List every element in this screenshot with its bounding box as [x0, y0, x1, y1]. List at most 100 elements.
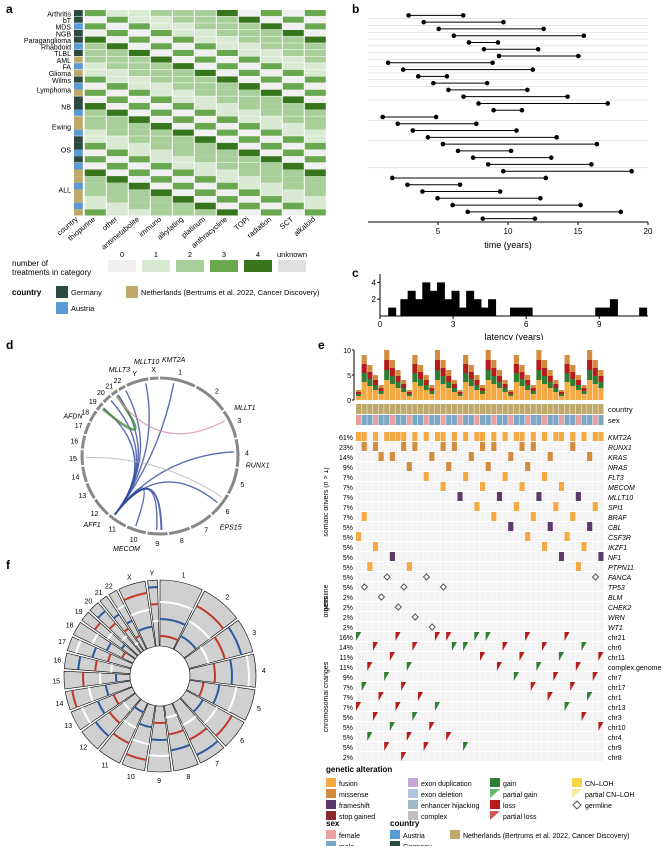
- svg-text:9: 9: [155, 541, 159, 548]
- svg-text:Y: Y: [132, 371, 137, 378]
- svg-text:drivers: drivers: [324, 596, 330, 618]
- svg-text:2%: 2%: [343, 615, 353, 622]
- svg-text:time (years): time (years): [484, 240, 532, 250]
- svg-text:country: country: [608, 405, 633, 414]
- svg-text:5%: 5%: [343, 525, 353, 532]
- svg-text:7%: 7%: [343, 505, 353, 512]
- svg-text:0: 0: [120, 250, 124, 259]
- panel-c-label: c: [352, 266, 359, 280]
- svg-text:2: 2: [372, 295, 377, 304]
- svg-text:15: 15: [52, 679, 60, 686]
- svg-text:exon deletion: exon deletion: [421, 792, 463, 799]
- svg-text:MLLT3: MLLT3: [109, 367, 130, 374]
- svg-text:3: 3: [222, 250, 226, 259]
- svg-text:Netherlands (Bertrums et al. 2: Netherlands (Bertrums et al. 2022, Cance…: [141, 288, 320, 297]
- svg-text:complex: complex: [421, 814, 448, 821]
- svg-text:CHEK2: CHEK2: [608, 605, 631, 612]
- svg-text:OS: OS: [61, 148, 71, 155]
- svg-text:TP53: TP53: [608, 585, 625, 592]
- panel-c-histogram: 036924latency (years): [360, 270, 660, 340]
- svg-text:6: 6: [226, 509, 230, 516]
- svg-text:19: 19: [89, 399, 97, 406]
- svg-text:stop gained: stop gained: [339, 814, 375, 821]
- svg-text:3: 3: [252, 630, 256, 637]
- svg-text:5%: 5%: [343, 575, 353, 582]
- svg-text:11: 11: [101, 762, 108, 769]
- svg-text:7%: 7%: [343, 495, 353, 502]
- svg-text:number of: number of: [12, 259, 49, 268]
- svg-text:genetic alteration: genetic alteration: [326, 765, 392, 774]
- svg-text:5: 5: [240, 482, 244, 489]
- svg-text:country: country: [390, 819, 420, 828]
- svg-text:20: 20: [97, 390, 105, 397]
- svg-text:NF1: NF1: [608, 555, 621, 562]
- svg-text:WRN: WRN: [608, 615, 626, 622]
- svg-text:RUNX1: RUNX1: [246, 463, 270, 470]
- svg-text:13: 13: [78, 493, 86, 500]
- svg-text:0: 0: [347, 398, 351, 405]
- svg-text:chr13: chr13: [608, 705, 626, 712]
- svg-text:FANCA: FANCA: [608, 575, 632, 582]
- panel-b-label: b: [352, 2, 359, 16]
- panel-a-heatmap: ArthritisbTMDSNGBParagangliomaRhabdoidTL…: [8, 6, 348, 336]
- svg-text:2: 2: [225, 595, 229, 602]
- svg-text:10: 10: [127, 774, 135, 781]
- svg-text:chr6: chr6: [608, 645, 622, 652]
- svg-text:BRAF: BRAF: [608, 515, 627, 522]
- svg-text:Ewing: Ewing: [52, 124, 71, 131]
- svg-text:9: 9: [157, 778, 161, 785]
- svg-text:11%: 11%: [340, 655, 354, 662]
- svg-text:country: country: [12, 288, 42, 297]
- svg-text:Austria: Austria: [71, 304, 95, 313]
- svg-text:5: 5: [436, 227, 441, 236]
- svg-text:13: 13: [64, 723, 72, 730]
- panel-f-cnv-circos: 12345678910111213141516171819202122XY: [10, 566, 310, 786]
- svg-text:NRAS: NRAS: [608, 465, 628, 472]
- svg-text:chr1: chr1: [608, 695, 622, 702]
- svg-text:KMT2A: KMT2A: [162, 357, 186, 364]
- svg-text:6: 6: [524, 320, 529, 329]
- svg-text:9%: 9%: [343, 465, 353, 472]
- svg-text:7%: 7%: [343, 485, 353, 492]
- svg-text:KMT2A: KMT2A: [608, 435, 632, 442]
- svg-text:19: 19: [75, 609, 83, 616]
- svg-text:21: 21: [105, 383, 113, 390]
- svg-text:14%: 14%: [339, 645, 353, 652]
- svg-text:21: 21: [95, 590, 103, 597]
- svg-text:MLLT10: MLLT10: [134, 359, 159, 366]
- svg-text:PTPN11: PTPN11: [608, 565, 634, 572]
- svg-text:5: 5: [257, 706, 261, 713]
- svg-text:X: X: [151, 367, 156, 374]
- svg-text:4: 4: [262, 668, 266, 675]
- svg-text:IKZF1: IKZF1: [608, 545, 627, 552]
- svg-text:7%: 7%: [343, 695, 353, 702]
- svg-text:5%: 5%: [343, 725, 353, 732]
- panel-b-timeline: 5101520time (years): [360, 6, 660, 264]
- svg-text:6: 6: [240, 738, 244, 745]
- svg-text:somatic drivers (n > 1): somatic drivers (n > 1): [324, 467, 330, 536]
- svg-text:1: 1: [182, 573, 186, 580]
- svg-text:2%: 2%: [343, 755, 353, 762]
- svg-text:chr9: chr9: [608, 745, 622, 752]
- svg-text:9%: 9%: [343, 675, 353, 682]
- svg-text:12: 12: [79, 744, 87, 751]
- svg-text:18: 18: [66, 622, 74, 629]
- svg-text:14%: 14%: [339, 455, 353, 462]
- svg-text:partial loss: partial loss: [503, 814, 537, 821]
- svg-text:SPI1: SPI1: [608, 505, 623, 512]
- svg-text:4: 4: [245, 451, 249, 458]
- svg-text:5%: 5%: [343, 545, 353, 552]
- svg-text:AFF1: AFF1: [83, 522, 101, 529]
- svg-text:16%: 16%: [339, 635, 353, 642]
- svg-text:16: 16: [53, 658, 61, 665]
- svg-text:CN–LOH: CN–LOH: [585, 781, 613, 788]
- svg-text:Austria: Austria: [403, 833, 425, 840]
- svg-text:CSF3R: CSF3R: [608, 535, 631, 542]
- svg-text:22: 22: [114, 378, 122, 385]
- svg-text:Germany: Germany: [71, 288, 102, 297]
- svg-text:chr7: chr7: [608, 675, 622, 682]
- svg-text:2: 2: [215, 388, 219, 395]
- svg-text:complex.genome: complex.genome: [608, 665, 661, 672]
- svg-text:chr21: chr21: [608, 635, 626, 642]
- svg-text:16: 16: [71, 438, 79, 445]
